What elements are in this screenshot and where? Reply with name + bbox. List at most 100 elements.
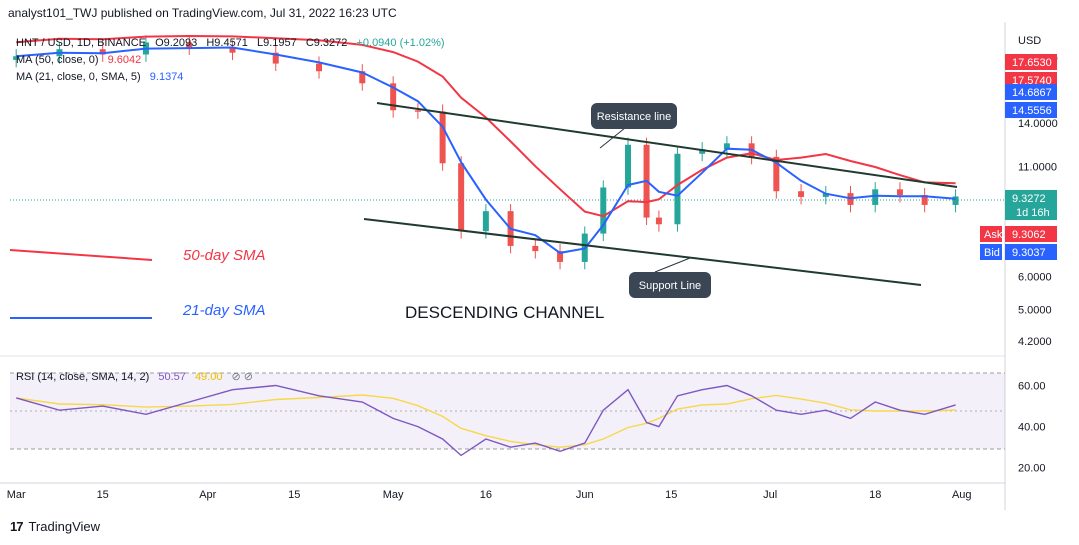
footer-brand: TradingView	[28, 519, 101, 534]
legend-low: L9.1957	[257, 37, 297, 49]
price-tag: Ask 9.3062	[980, 226, 1057, 242]
candle-body	[798, 191, 805, 197]
legend-rsi-label: RSI (14, close, SMA, 14, 2)	[16, 371, 149, 383]
time-tick-label: 15	[288, 489, 300, 501]
resistance-line[interactable]	[376, 102, 958, 188]
time-tick-label: 16	[480, 489, 492, 501]
price-tick-label: 4.2000	[1018, 336, 1052, 348]
legend-high: H9.4571	[206, 37, 248, 49]
ma50-line	[16, 34, 956, 218]
candle-body	[921, 195, 928, 205]
price-tag: 14.6867	[1005, 84, 1057, 100]
price-tag-label: 9.3062	[1012, 229, 1046, 241]
rsi-sma-line	[16, 394, 956, 448]
support-callout-label: Support Line	[639, 280, 701, 292]
candle-body	[773, 156, 780, 192]
price-tag-box	[1005, 54, 1057, 70]
channel-annotation: DESCENDING CHANNEL	[405, 303, 604, 322]
price-tag-label: 9.3272	[1012, 193, 1046, 205]
candle-body	[482, 211, 489, 232]
candle-body	[952, 196, 959, 205]
candle-body	[359, 71, 366, 84]
time-tick-label: 15	[665, 489, 677, 501]
price-tick-label: 6.0000	[1018, 271, 1052, 283]
time-tick-label: 15	[97, 489, 109, 501]
resistance-callout-pointer	[599, 127, 626, 149]
legend-close: C9.3272	[306, 37, 348, 49]
price-tag-countdown: 1d 16h	[1016, 207, 1050, 219]
candle-body	[390, 83, 397, 111]
time-tick-label: Mar	[7, 489, 26, 501]
candle-body	[699, 149, 706, 154]
rsi-axis-ticks: 20.00 40.00 60.00	[1018, 381, 1046, 475]
candle-body	[822, 193, 829, 197]
candle-body	[13, 56, 20, 60]
legend-symbol: HNT / USD, 1D, BINANCE	[16, 37, 146, 49]
time-tick-label: Apr	[199, 489, 216, 501]
rsi-line	[16, 384, 956, 457]
price-tag-label: 9.3037	[1012, 247, 1046, 259]
price-tag: 9.3272 1d 16h	[1005, 190, 1057, 220]
support-line[interactable]	[363, 218, 922, 286]
legend-ma21-value: 9.1374	[150, 71, 184, 83]
price-tick-label: 14.0000	[1018, 118, 1058, 130]
candle-body	[655, 217, 662, 225]
time-tick-label: May	[383, 489, 404, 501]
candle-body	[272, 52, 279, 64]
candle-body	[439, 111, 446, 164]
candle-body	[414, 110, 421, 112]
price-tag-box	[1005, 102, 1057, 118]
candle-body	[557, 251, 564, 262]
price-tick-label: 5.0000	[1018, 305, 1052, 317]
legend-rsi-sma-value: 49.00	[195, 371, 223, 383]
price-tag-side-label: Ask	[984, 229, 1003, 241]
candle-body	[625, 144, 632, 188]
candle-body	[600, 187, 607, 234]
candle-body	[896, 189, 903, 196]
sma21-annotation: 21-day SMA	[182, 302, 266, 319]
candle-body	[186, 42, 193, 48]
price-tag-side	[980, 226, 1002, 242]
resistance-callout-label: Resistance line	[597, 111, 672, 123]
price-tag: 17.6530	[1005, 54, 1057, 70]
rsi-tick-label: 60.00	[1018, 381, 1046, 393]
price-tag: Bid 9.3037	[980, 244, 1057, 260]
price-tick-label: 11.0000	[1018, 162, 1057, 174]
support-callout[interactable]	[629, 272, 711, 298]
price-tag-side	[980, 244, 1002, 260]
time-tick-label: Jun	[576, 489, 594, 501]
sma50-annotation-line	[9, 249, 153, 261]
footer: 17 TradingView	[10, 519, 100, 534]
price-tag-side-label: Bid	[984, 247, 1000, 259]
candle-body	[458, 163, 465, 232]
price-tag: 14.5556	[1005, 102, 1057, 118]
time-axis-ticks: Mar 15 Apr 15 May 16 Jun 15 Jul 18 Aug	[7, 489, 972, 501]
legend-rsi: RSI (14, close, SMA, 14, 2) 50.57 49.00 …	[16, 371, 253, 383]
price-tag-label: 17.6530	[1012, 57, 1052, 69]
price-axis-currency: USD	[1018, 35, 1041, 47]
legend-ma21-label: MA (21, close, 0, SMA, 5)	[16, 71, 141, 83]
rsi-tick-label: 20.00	[1018, 463, 1046, 475]
legend-rsi-value: 50.57	[158, 371, 186, 383]
candle-body	[674, 153, 681, 225]
time-tick-label: Aug	[952, 489, 972, 501]
candle-body	[532, 245, 539, 252]
legend-ma50: MA (50, close, 0) 9.6042	[16, 54, 141, 66]
price-tag-box	[1005, 226, 1057, 242]
rsi-tick-label: 40.00	[1018, 422, 1046, 434]
legend-ma50-label: MA (50, close, 0)	[16, 54, 99, 66]
support-callout-pointer	[654, 257, 691, 273]
tradingview-logo-icon: 17	[10, 519, 24, 534]
price-tag-label: 14.5556	[1012, 105, 1052, 117]
ma21-line	[16, 46, 956, 254]
price-tag-label: 14.6867	[1012, 87, 1052, 99]
legend-rsi-hidden-icon[interactable]: ⊘ ⊘	[232, 371, 254, 383]
resistance-callout[interactable]	[591, 103, 677, 129]
legend-open: O9.2093	[155, 37, 197, 49]
candle-body	[872, 189, 879, 205]
candle-body	[316, 63, 323, 72]
price-tag-box	[1005, 244, 1057, 260]
price-tag-box	[1005, 84, 1057, 100]
